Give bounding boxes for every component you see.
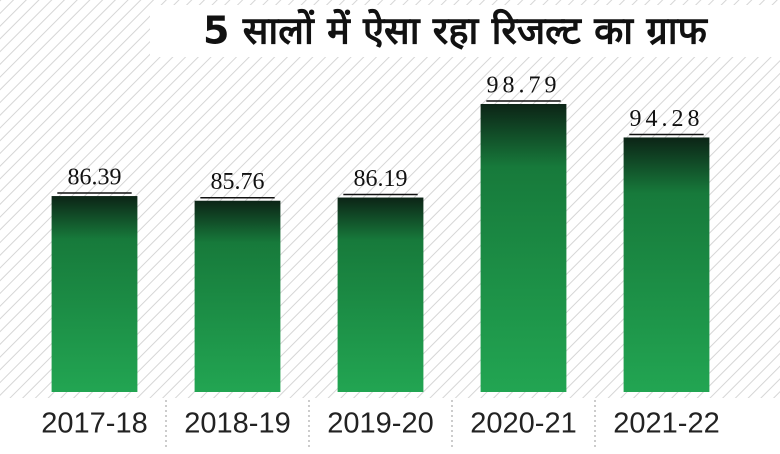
value-label: 98.79 xyxy=(487,72,561,98)
x-tick-label: 2019-20 xyxy=(327,408,433,440)
bar xyxy=(480,103,567,392)
bar xyxy=(194,200,281,392)
value-label: 86.39 xyxy=(68,165,122,191)
title-backdrop xyxy=(150,5,780,57)
value-label: 86.19 xyxy=(354,166,408,192)
bar xyxy=(623,137,710,392)
x-tick-label: 2017-18 xyxy=(41,408,147,440)
value-label: 94.28 xyxy=(630,106,704,132)
chart-title: 5 सालों में ऐसा रहा रिजल्ट का ग्राफ xyxy=(203,9,709,53)
bar xyxy=(51,196,138,392)
x-tick-label: 2021-22 xyxy=(613,408,719,440)
value-label: 85.76 xyxy=(211,169,265,195)
axis-backdrop xyxy=(0,398,780,454)
x-tick-label: 2018-19 xyxy=(184,408,290,440)
x-tick-label: 2020-21 xyxy=(470,408,576,440)
bar xyxy=(337,197,424,392)
